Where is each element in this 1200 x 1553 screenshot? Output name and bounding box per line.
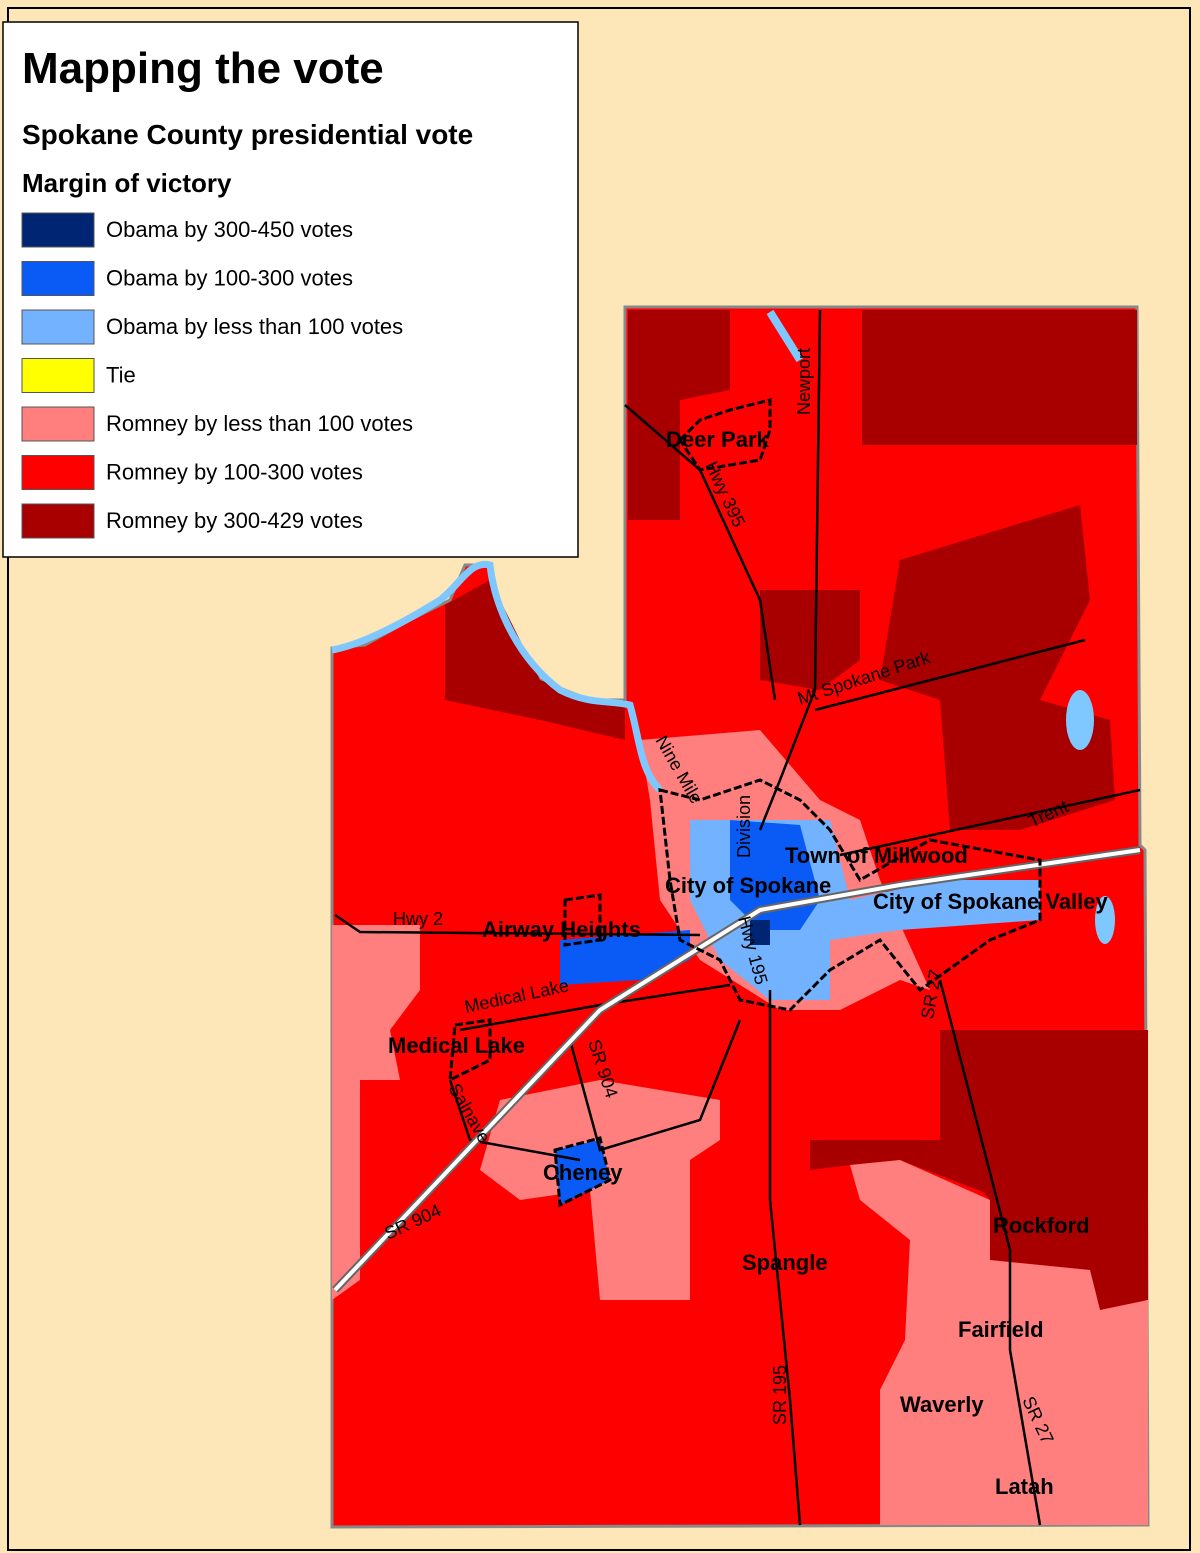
- place-label: Cheney: [543, 1160, 623, 1185]
- precinct: [480, 1080, 720, 1300]
- title: Mapping the vote: [22, 44, 384, 93]
- lake: [1095, 896, 1115, 944]
- place-label: Fairfield: [958, 1317, 1044, 1342]
- legend: Mapping the vote Spokane County presiden…: [2, 21, 579, 558]
- legend-label: Romney by less than 100 votes: [106, 411, 413, 436]
- interstate: [333, 848, 1141, 1292]
- precinct: [628, 310, 730, 520]
- place-label: Waverly: [900, 1392, 984, 1417]
- boundary: [658, 778, 1042, 1012]
- precinct: [760, 590, 860, 690]
- precinct: [850, 1160, 1148, 1525]
- place-label: Medical Lake: [388, 1033, 525, 1058]
- precincts-romney-300: [445, 310, 1148, 1310]
- legend-label: Obama by less than 100 votes: [106, 314, 403, 339]
- legend-label: Obama by 300-450 votes: [106, 217, 353, 242]
- boundary: [448, 1018, 492, 1083]
- legend-swatch: [21, 503, 95, 539]
- precinct: [332, 1080, 360, 1300]
- legend-box: [2, 21, 579, 558]
- legend-swatch: [21, 261, 95, 296]
- road: [459, 983, 731, 1032]
- place-label: City of Spokane Valley: [873, 889, 1109, 914]
- place-label: Town of Millwood: [785, 843, 968, 868]
- legend-swatch: [21, 212, 95, 248]
- road: [814, 638, 1086, 712]
- legend-swatch: [21, 455, 95, 490]
- legend-label: Romney by 100-300 votes: [106, 459, 363, 484]
- boundary: [553, 1136, 612, 1208]
- legend-title: Margin of victory: [22, 168, 232, 198]
- city-boundaries: [448, 398, 1042, 1208]
- road: [334, 913, 701, 937]
- precinct: [862, 310, 1137, 445]
- place-label: Airway Heights: [482, 917, 641, 942]
- place-label: Latah: [995, 1474, 1054, 1499]
- road-label: Hwy 2: [393, 909, 443, 929]
- precincts-obama: [555, 820, 1040, 1205]
- road: [624, 404, 777, 701]
- legend-swatch: [21, 358, 95, 393]
- precinct: [332, 925, 420, 1080]
- boundary: [563, 893, 602, 947]
- legend-label: Obama by 100-300 votes: [106, 265, 353, 290]
- precinct: [555, 1140, 610, 1205]
- place-label: Deer Park: [666, 427, 770, 452]
- road: [938, 979, 1042, 1526]
- road-label: Division: [734, 795, 754, 858]
- road-label: SR 195: [770, 1365, 790, 1425]
- lake: [1066, 690, 1094, 750]
- road: [839, 788, 1141, 857]
- precinct: [940, 1030, 1148, 1310]
- roads: [334, 309, 1141, 1526]
- road: [568, 1019, 742, 1152]
- legend-swatch: [21, 309, 95, 345]
- river: [331, 560, 663, 793]
- river: [766, 309, 804, 363]
- precinct: [750, 920, 770, 945]
- legend-label: Romney by 300-429 votes: [106, 508, 363, 533]
- place-label: City of Spokane: [665, 873, 831, 898]
- place-label: Spangle: [742, 1250, 828, 1275]
- subtitle: Spokane County presidential vote: [22, 119, 473, 150]
- boundary: [678, 398, 772, 472]
- legend-label: Tie: [106, 362, 136, 387]
- precinct: [810, 1140, 1030, 1210]
- place-label: Rockford: [993, 1213, 1090, 1238]
- road: [758, 309, 822, 831]
- road-label: Newport: [794, 348, 814, 415]
- legend-swatch: [21, 406, 95, 442]
- precinct: [880, 505, 1115, 830]
- road: [768, 990, 802, 1526]
- road: [448, 1079, 581, 1162]
